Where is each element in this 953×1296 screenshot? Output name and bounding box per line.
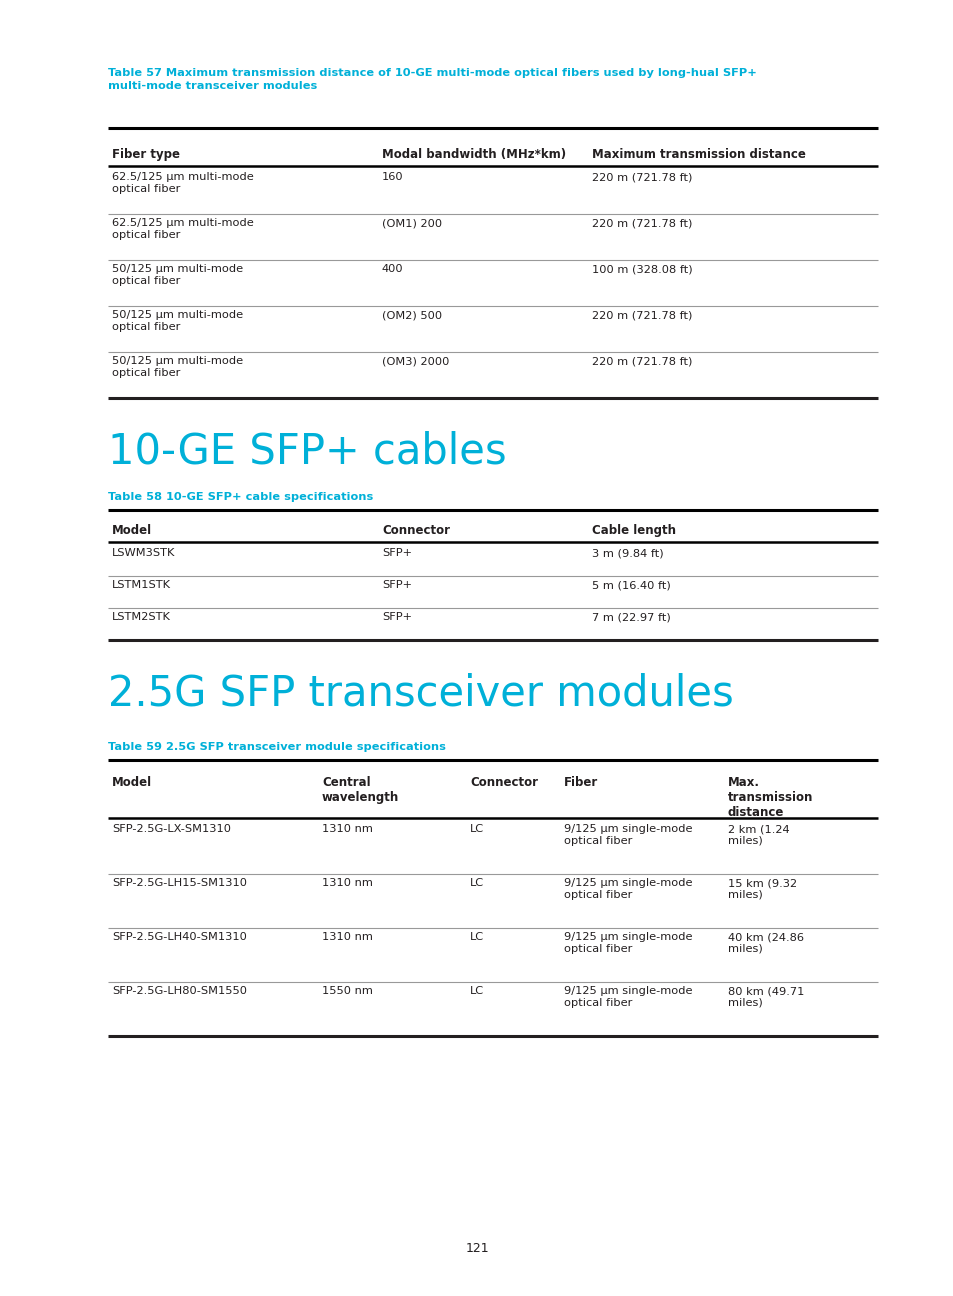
Text: 9/125 μm single-mode
optical fiber: 9/125 μm single-mode optical fiber	[563, 986, 692, 1007]
Text: 220 m (721.78 ft): 220 m (721.78 ft)	[592, 172, 692, 181]
Text: Model: Model	[112, 524, 152, 537]
Text: (OM1) 200: (OM1) 200	[381, 218, 441, 228]
Text: Model: Model	[112, 776, 152, 789]
Text: 50/125 μm multi-mode
optical fiber: 50/125 μm multi-mode optical fiber	[112, 356, 243, 377]
Text: LSWM3STK: LSWM3STK	[112, 548, 175, 559]
Text: 15 km (9.32
miles): 15 km (9.32 miles)	[727, 877, 797, 899]
Text: Table 58 10-GE SFP+ cable specifications: Table 58 10-GE SFP+ cable specifications	[108, 492, 373, 502]
Text: Connector: Connector	[381, 524, 450, 537]
Text: 50/125 μm multi-mode
optical fiber: 50/125 μm multi-mode optical fiber	[112, 310, 243, 332]
Text: Connector: Connector	[470, 776, 537, 789]
Text: 80 km (49.71
miles): 80 km (49.71 miles)	[727, 986, 803, 1007]
Text: 5 m (16.40 ft): 5 m (16.40 ft)	[592, 581, 670, 590]
Text: 62.5/125 μm multi-mode
optical fiber: 62.5/125 μm multi-mode optical fiber	[112, 218, 253, 240]
Text: 220 m (721.78 ft): 220 m (721.78 ft)	[592, 310, 692, 320]
Text: LSTM1STK: LSTM1STK	[112, 581, 171, 590]
Text: Cable length: Cable length	[592, 524, 676, 537]
Text: 2.5G SFP transceiver modules: 2.5G SFP transceiver modules	[108, 673, 733, 714]
Text: Table 57 Maximum transmission distance of 10-GE multi-mode optical fibers used b: Table 57 Maximum transmission distance o…	[108, 67, 756, 91]
Text: Fiber type: Fiber type	[112, 148, 180, 161]
Text: 1310 nm: 1310 nm	[322, 932, 373, 942]
Text: LC: LC	[470, 877, 483, 888]
Text: 1310 nm: 1310 nm	[322, 824, 373, 835]
Text: 9/125 μm single-mode
optical fiber: 9/125 μm single-mode optical fiber	[563, 932, 692, 954]
Text: SFP+: SFP+	[381, 548, 412, 559]
Text: 7 m (22.97 ft): 7 m (22.97 ft)	[592, 612, 670, 622]
Text: 3 m (9.84 ft): 3 m (9.84 ft)	[592, 548, 663, 559]
Text: 50/125 μm multi-mode
optical fiber: 50/125 μm multi-mode optical fiber	[112, 264, 243, 285]
Text: 220 m (721.78 ft): 220 m (721.78 ft)	[592, 356, 692, 365]
Text: SFP-2.5G-LX-SM1310: SFP-2.5G-LX-SM1310	[112, 824, 231, 835]
Text: SFP-2.5G-LH15-SM1310: SFP-2.5G-LH15-SM1310	[112, 877, 247, 888]
Text: (OM3) 2000: (OM3) 2000	[381, 356, 449, 365]
Text: 220 m (721.78 ft): 220 m (721.78 ft)	[592, 218, 692, 228]
Text: 121: 121	[465, 1242, 488, 1255]
Text: SFP-2.5G-LH40-SM1310: SFP-2.5G-LH40-SM1310	[112, 932, 247, 942]
Text: 9/125 μm single-mode
optical fiber: 9/125 μm single-mode optical fiber	[563, 877, 692, 899]
Text: SFP+: SFP+	[381, 612, 412, 622]
Text: Fiber: Fiber	[563, 776, 598, 789]
Text: 40 km (24.86
miles): 40 km (24.86 miles)	[727, 932, 803, 954]
Text: 10-GE SFP+ cables: 10-GE SFP+ cables	[108, 430, 506, 472]
Text: 2 km (1.24
miles): 2 km (1.24 miles)	[727, 824, 789, 845]
Text: 1550 nm: 1550 nm	[322, 986, 373, 997]
Text: 1310 nm: 1310 nm	[322, 877, 373, 888]
Text: LSTM2STK: LSTM2STK	[112, 612, 171, 622]
Text: 9/125 μm single-mode
optical fiber: 9/125 μm single-mode optical fiber	[563, 824, 692, 845]
Text: 160: 160	[381, 172, 403, 181]
Text: Central
wavelength: Central wavelength	[322, 776, 399, 804]
Text: Maximum transmission distance: Maximum transmission distance	[592, 148, 805, 161]
Text: LC: LC	[470, 824, 483, 835]
Text: Table 59 2.5G SFP transceiver module specifications: Table 59 2.5G SFP transceiver module spe…	[108, 743, 445, 752]
Text: LC: LC	[470, 986, 483, 997]
Text: LC: LC	[470, 932, 483, 942]
Text: 100 m (328.08 ft): 100 m (328.08 ft)	[592, 264, 692, 273]
Text: Modal bandwidth (MHz*km): Modal bandwidth (MHz*km)	[381, 148, 565, 161]
Text: SFP+: SFP+	[381, 581, 412, 590]
Text: SFP-2.5G-LH80-SM1550: SFP-2.5G-LH80-SM1550	[112, 986, 247, 997]
Text: 400: 400	[381, 264, 403, 273]
Text: 62.5/125 μm multi-mode
optical fiber: 62.5/125 μm multi-mode optical fiber	[112, 172, 253, 193]
Text: Max.
transmission
distance: Max. transmission distance	[727, 776, 813, 819]
Text: (OM2) 500: (OM2) 500	[381, 310, 441, 320]
